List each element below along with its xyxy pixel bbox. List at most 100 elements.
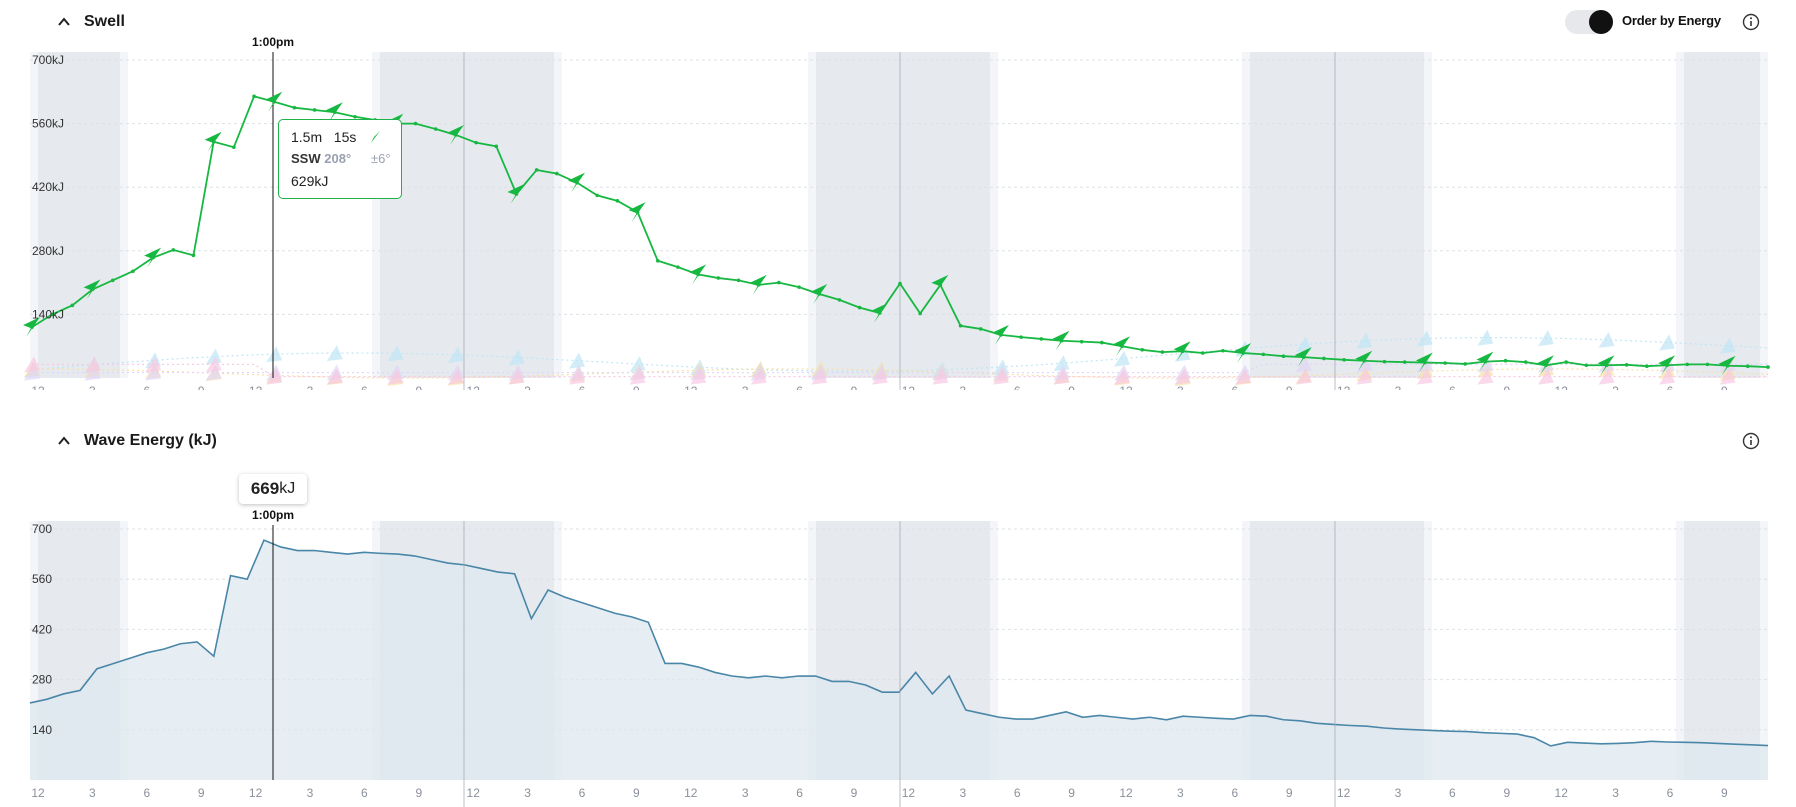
swell-collapse-chevron[interactable] [50, 8, 78, 36]
y-tick-label: 280 [32, 673, 52, 687]
swell-data-point [1382, 359, 1387, 364]
x-tick-label: 12 [249, 786, 263, 800]
wave-energy-chart: 700 560 420 280 140 12 3 6 9 12 3 6 9 12 3 6 9 12 3 6 9 12 3 6… [29, 521, 1769, 807]
x-tick-label: 9 [415, 384, 422, 390]
y-tick-label: 420kJ [32, 180, 64, 194]
secondary-swell-marker [811, 368, 828, 385]
night-band [38, 52, 120, 378]
x-tick-label: 3 [89, 384, 96, 390]
secondary-swell-marker [1477, 368, 1494, 385]
swell-tooltip: 1.5m 15s SSW 208° ±6° 629kJ [278, 119, 402, 199]
swell-direction-marker [446, 124, 464, 145]
swell-direction-marker [325, 102, 343, 123]
x-tick-label: 12 [1337, 384, 1351, 390]
swell-data-point [857, 305, 862, 310]
x-tick-label: 3 [742, 786, 749, 800]
swell-direction-marker [1355, 350, 1373, 371]
secondary-swell-marker [1719, 337, 1736, 354]
swell-direction-marker [1536, 355, 1554, 376]
y-tick-label: 420 [32, 622, 52, 636]
swell-direction-marker [1597, 355, 1615, 376]
swell-data-point [1100, 340, 1104, 345]
swell-data-point [1402, 360, 1407, 364]
x-tick-label: 6 [143, 384, 150, 390]
x-tick-label: 6 [796, 786, 803, 800]
x-tick-label: 12 [31, 786, 45, 800]
x-tick-label: 9 [1503, 384, 1510, 390]
secondary-swell-marker [1537, 368, 1554, 385]
secondary-swell-marker [326, 345, 343, 362]
x-tick-label: 6 [796, 384, 803, 390]
current-energy-pill: 669 kJ [239, 474, 307, 504]
secondary-swell-marker [1235, 368, 1252, 385]
x-tick-label: 3 [1612, 786, 1619, 800]
toggle-knob [1589, 10, 1613, 34]
swell-info-icon[interactable] [1742, 13, 1760, 31]
swell-data-point [1645, 364, 1649, 368]
swell-data-point [292, 105, 297, 110]
swell-data-point [1746, 364, 1750, 368]
swell-data-point [555, 171, 559, 176]
y-tick-label: 560 [32, 572, 52, 586]
secondary-swell-marker [1114, 368, 1131, 385]
secondary-swell-marker [1477, 329, 1494, 346]
x-tick-label: 9 [1721, 384, 1728, 390]
y-tick-label: 560kJ [32, 117, 64, 131]
swell-data-point [474, 140, 478, 145]
x-tick-label: 12 [31, 384, 45, 390]
swell-data-point [191, 253, 196, 258]
current-energy-unit: kJ [279, 480, 296, 497]
swell-data-point [70, 303, 75, 308]
swell-current-time: 1:00pm [251, 35, 295, 49]
swell-direction-icon [371, 131, 381, 143]
energy-area-fill [30, 540, 1768, 780]
x-tick-label: 6 [579, 786, 586, 800]
swell-data-point [1503, 358, 1508, 363]
x-tick-label: 6 [1449, 786, 1456, 800]
secondary-swell-marker [750, 368, 767, 385]
x-tick-label: 9 [633, 384, 640, 390]
swell-title: Swell [84, 13, 125, 30]
swell-data-point [777, 280, 781, 285]
swell-data-point [433, 127, 438, 131]
swell-direction-marker [628, 202, 646, 223]
secondary-swell-marker [84, 356, 101, 373]
swell-data-point [1019, 335, 1023, 339]
secondary-swell-marker [1295, 336, 1312, 353]
current-energy-value: 669 [250, 479, 280, 498]
secondary-swell-marker [145, 356, 162, 373]
secondary-swell-marker [1598, 331, 1615, 348]
secondary-swell-marker [992, 368, 1009, 385]
secondary-swell-marker [266, 346, 283, 363]
secondary-swell-marker [84, 364, 101, 381]
chevron-up-icon [58, 436, 70, 445]
secondary-swell-marker [1659, 334, 1676, 351]
secondary-swell-marker [1295, 368, 1312, 385]
x-tick-label: 12 [1555, 786, 1569, 800]
night-band [816, 52, 990, 378]
energy-info-icon[interactable] [1742, 432, 1760, 450]
secondary-swell-marker [205, 356, 222, 373]
swell-data-point [534, 168, 539, 172]
swell-direction-marker [810, 283, 828, 304]
energy-title: Wave Energy (kJ) [84, 432, 217, 449]
x-tick-label: 9 [198, 384, 205, 390]
x-tick-label: 12 [467, 384, 481, 390]
order-by-energy-label: Order by Energy [1622, 13, 1721, 28]
x-tick-label: 3 [524, 786, 531, 800]
secondary-swell-marker [387, 345, 404, 362]
x-tick-label: 9 [851, 786, 858, 800]
secondary-swell-marker [447, 346, 464, 363]
tooltip-period: 15s [333, 129, 357, 145]
x-tick-label: 6 [1667, 384, 1674, 390]
night-band [1684, 52, 1760, 378]
secondary-swell-marker [1356, 332, 1373, 349]
secondary-swell-marker [205, 364, 222, 381]
swell-data-point [1160, 350, 1165, 354]
order-by-energy-toggle[interactable] [1565, 10, 1613, 34]
x-tick-label: 9 [1286, 384, 1293, 390]
energy-collapse-chevron[interactable] [50, 427, 78, 455]
swell-direction-marker [23, 317, 40, 338]
secondary-swell-marker [1356, 368, 1373, 385]
swell-data-point [110, 278, 115, 283]
